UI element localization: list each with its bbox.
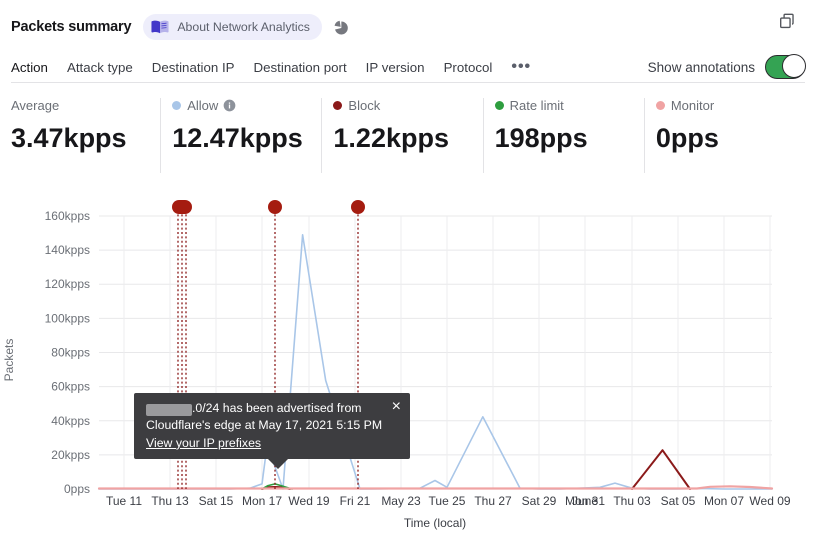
svg-text:Mon 07: Mon 07 [704,494,744,508]
svg-text:120kpps: 120kpps [45,277,90,291]
svg-text:Tue 11: Tue 11 [106,494,142,508]
svg-text:40kpps: 40kpps [51,414,90,428]
svg-text:Time (local): Time (local) [404,516,466,530]
svg-text:May 23: May 23 [381,494,421,508]
svg-text:140kpps: 140kpps [45,243,90,257]
svg-text:Tue 25: Tue 25 [429,494,466,508]
svg-text:Thu 27: Thu 27 [474,494,512,508]
svg-text:80kpps: 80kpps [51,346,90,360]
svg-text:Thu 13: Thu 13 [151,494,189,508]
svg-text:60kpps: 60kpps [51,380,90,394]
svg-text:20kpps: 20kpps [51,448,90,462]
svg-text:Sat 15: Sat 15 [199,494,234,508]
svg-text:Sat 29: Sat 29 [522,494,557,508]
svg-text:0pps: 0pps [64,482,90,496]
svg-text:June: June [572,494,598,508]
svg-text:Sat 05: Sat 05 [661,494,696,508]
svg-text:Thu 03: Thu 03 [613,494,651,508]
svg-text:100kpps: 100kpps [45,311,90,325]
svg-text:160kpps: 160kpps [45,209,90,223]
svg-text:Wed 19: Wed 19 [288,494,329,508]
svg-text:Wed 09: Wed 09 [749,494,790,508]
svg-text:Fri 21: Fri 21 [340,494,371,508]
svg-text:Mon 17: Mon 17 [242,494,282,508]
